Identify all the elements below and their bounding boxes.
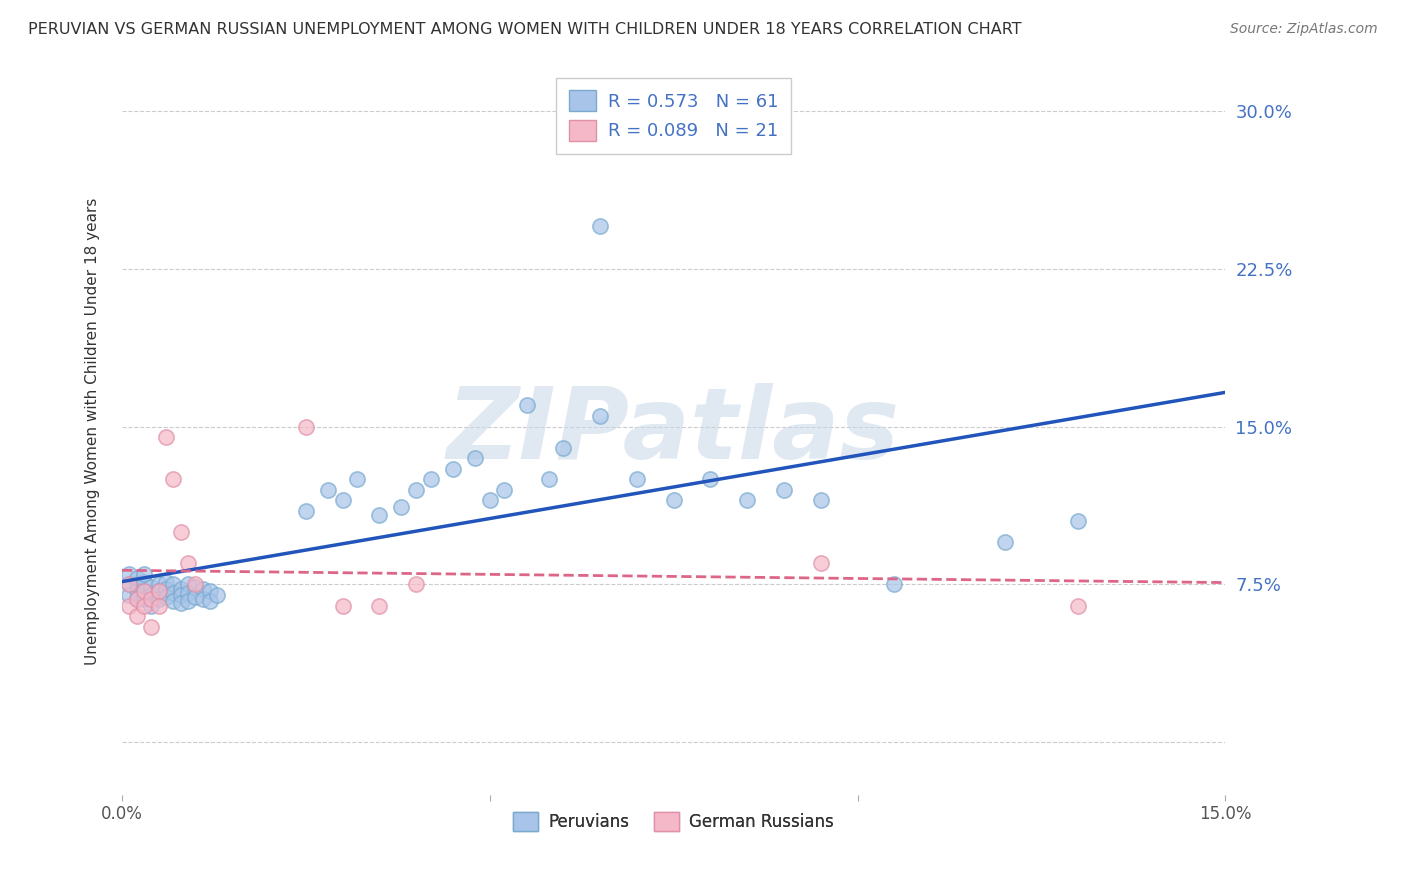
Point bbox=[346, 472, 368, 486]
Point bbox=[155, 575, 177, 590]
Y-axis label: Unemployment Among Women with Children Under 18 years: Unemployment Among Women with Children U… bbox=[86, 198, 100, 665]
Point bbox=[148, 583, 170, 598]
Point bbox=[184, 590, 207, 604]
Point bbox=[332, 599, 354, 613]
Point bbox=[162, 577, 184, 591]
Point bbox=[132, 583, 155, 598]
Point bbox=[170, 524, 193, 539]
Point bbox=[332, 493, 354, 508]
Point bbox=[810, 493, 832, 508]
Point bbox=[132, 566, 155, 581]
Point bbox=[294, 419, 316, 434]
Point bbox=[198, 594, 221, 608]
Point bbox=[515, 399, 537, 413]
Point bbox=[177, 557, 200, 571]
Point bbox=[405, 577, 427, 591]
Point bbox=[132, 583, 155, 598]
Point bbox=[177, 586, 200, 600]
Point bbox=[368, 508, 391, 522]
Point bbox=[118, 588, 141, 602]
Point bbox=[148, 577, 170, 591]
Point bbox=[118, 577, 141, 591]
Point bbox=[191, 592, 214, 607]
Point bbox=[464, 451, 486, 466]
Point bbox=[773, 483, 796, 497]
Point bbox=[155, 430, 177, 444]
Point bbox=[735, 493, 758, 508]
Point bbox=[141, 580, 163, 594]
Point bbox=[626, 472, 648, 486]
Point bbox=[125, 577, 148, 591]
Point bbox=[162, 472, 184, 486]
Point bbox=[125, 571, 148, 585]
Point bbox=[1067, 514, 1090, 528]
Point bbox=[132, 592, 155, 607]
Point bbox=[162, 594, 184, 608]
Text: ZIPatlas: ZIPatlas bbox=[447, 384, 900, 480]
Point bbox=[589, 409, 612, 423]
Point bbox=[1067, 599, 1090, 613]
Point bbox=[132, 599, 155, 613]
Point bbox=[177, 577, 200, 591]
Point bbox=[419, 472, 441, 486]
Point bbox=[132, 575, 155, 590]
Point bbox=[368, 599, 391, 613]
Point bbox=[118, 566, 141, 581]
Text: PERUVIAN VS GERMAN RUSSIAN UNEMPLOYMENT AMONG WOMEN WITH CHILDREN UNDER 18 YEARS: PERUVIAN VS GERMAN RUSSIAN UNEMPLOYMENT … bbox=[28, 22, 1022, 37]
Point bbox=[589, 219, 612, 234]
Point bbox=[125, 592, 148, 607]
Point bbox=[662, 493, 685, 508]
Point bbox=[162, 586, 184, 600]
Point bbox=[184, 577, 207, 591]
Point bbox=[405, 483, 427, 497]
Point bbox=[170, 596, 193, 610]
Point bbox=[537, 472, 560, 486]
Point bbox=[553, 441, 575, 455]
Point bbox=[478, 493, 501, 508]
Point bbox=[125, 583, 148, 598]
Point bbox=[148, 592, 170, 607]
Point bbox=[994, 535, 1017, 549]
Point bbox=[441, 461, 464, 475]
Point bbox=[148, 583, 170, 598]
Text: Source: ZipAtlas.com: Source: ZipAtlas.com bbox=[1230, 22, 1378, 37]
Point bbox=[191, 582, 214, 596]
Point bbox=[391, 500, 413, 514]
Point bbox=[184, 580, 207, 594]
Point bbox=[141, 599, 163, 613]
Point bbox=[207, 588, 229, 602]
Point bbox=[198, 583, 221, 598]
Point bbox=[294, 504, 316, 518]
Point bbox=[170, 588, 193, 602]
Point bbox=[699, 472, 721, 486]
Point bbox=[125, 609, 148, 624]
Legend: Peruvians, German Russians: Peruvians, German Russians bbox=[506, 805, 841, 838]
Point bbox=[810, 557, 832, 571]
Point bbox=[118, 599, 141, 613]
Point bbox=[155, 582, 177, 596]
Point bbox=[118, 577, 141, 591]
Point bbox=[141, 592, 163, 607]
Point bbox=[883, 577, 905, 591]
Point bbox=[155, 590, 177, 604]
Point bbox=[148, 599, 170, 613]
Point bbox=[316, 483, 339, 497]
Point bbox=[141, 588, 163, 602]
Point bbox=[494, 483, 516, 497]
Point bbox=[125, 592, 148, 607]
Point bbox=[177, 594, 200, 608]
Point bbox=[141, 619, 163, 633]
Point bbox=[170, 582, 193, 596]
